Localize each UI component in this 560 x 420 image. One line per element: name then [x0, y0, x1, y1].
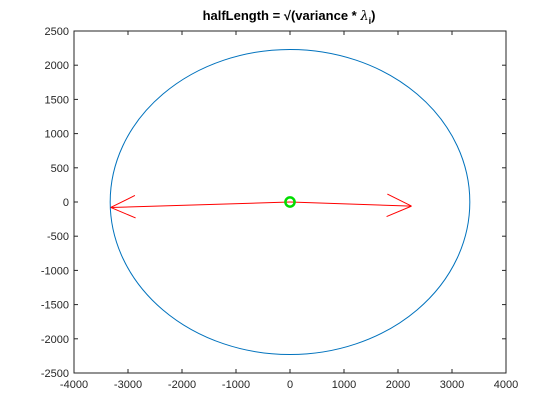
center-marker — [284, 196, 296, 208]
title-close: ) — [371, 8, 375, 23]
x-tick-label: -3000 — [114, 379, 142, 391]
arrow-head — [386, 205, 412, 217]
title-prefix: halfLength = — [203, 8, 284, 23]
title-subscript: i — [369, 16, 372, 26]
x-tick-label: -1000 — [222, 379, 250, 391]
plot-content — [109, 48, 471, 356]
arrow-head — [387, 193, 412, 207]
x-tick-label: 4000 — [494, 379, 518, 391]
eigenvector-arrow-1 — [110, 195, 291, 219]
x-tick-label: 2000 — [386, 379, 410, 391]
arrow-shaft — [110, 201, 291, 208]
y-tick-label: -2500 — [41, 368, 69, 380]
axes: -4000 -3000 -2000 -1000 0 1000 2000 3000 4000 -25… — [41, 26, 518, 391]
title-open: (variance * — [291, 8, 360, 23]
x-tick-label: -2000 — [168, 379, 196, 391]
arrow-head — [110, 195, 136, 208]
y-tick-label: 2000 — [45, 60, 69, 72]
x-tick-label: 0 — [287, 379, 293, 391]
chart-title: halfLength = √(variance * λi) — [203, 8, 376, 26]
eigenvector-arrow-2 — [289, 193, 412, 217]
y-tick-label: 0 — [63, 197, 69, 209]
y-tick-label: 1000 — [45, 129, 69, 141]
y-tick-label: 1500 — [45, 94, 69, 106]
y-tick-label: -1000 — [41, 265, 69, 277]
y-tick-label: 500 — [51, 163, 69, 175]
y-tick-label: 2500 — [45, 26, 69, 38]
y-tick-label: -1500 — [41, 300, 69, 312]
x-tick-label: 3000 — [440, 379, 464, 391]
title-sqrt: √ — [284, 8, 292, 23]
title-lambda: λ — [359, 9, 368, 24]
x-tick-label: 1000 — [332, 379, 356, 391]
arrow-head — [110, 207, 136, 219]
arrow-shaft — [289, 201, 412, 207]
y-tick-label: -500 — [47, 231, 69, 243]
ellipse-series — [109, 48, 471, 356]
x-tick-label: -4000 — [60, 379, 88, 391]
y-tick-label: -2000 — [41, 334, 69, 346]
